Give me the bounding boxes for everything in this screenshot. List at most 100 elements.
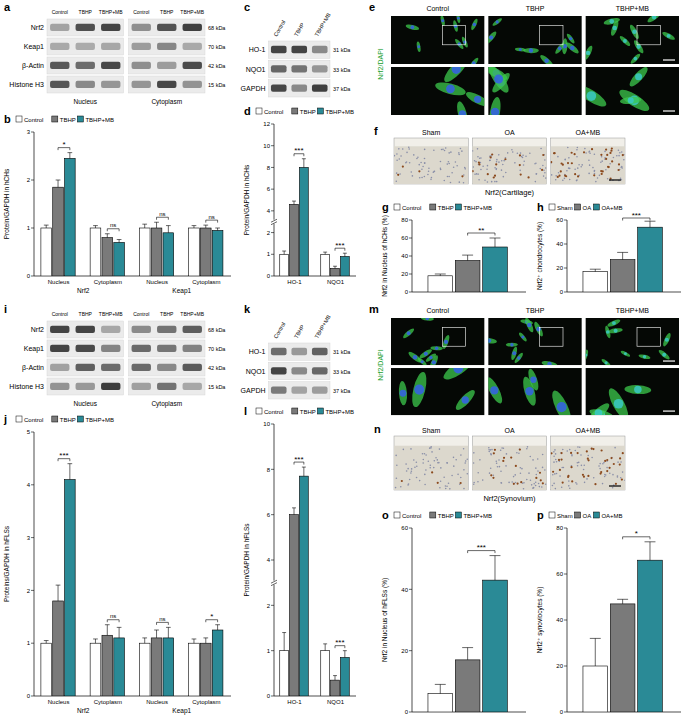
cell-dot xyxy=(451,172,453,174)
error-bar xyxy=(215,228,220,230)
nucleus xyxy=(586,51,590,55)
legend-swatch xyxy=(292,408,298,414)
error-cap xyxy=(323,643,327,644)
significance-label: *** xyxy=(632,211,641,220)
tissue xyxy=(472,446,546,490)
cell-dot xyxy=(424,149,426,151)
cell-dot xyxy=(584,148,586,150)
cell-dot xyxy=(422,166,424,168)
positive-cell xyxy=(418,170,420,172)
error-bar xyxy=(333,676,337,681)
nucleus xyxy=(635,73,642,80)
legend-swatch xyxy=(430,204,436,210)
x-tick-label: NQO1 xyxy=(327,699,345,705)
blot-band xyxy=(101,24,120,31)
error-cap xyxy=(117,239,122,240)
error-bar xyxy=(192,226,197,228)
cell-dot xyxy=(552,485,554,487)
error-bar xyxy=(217,625,218,630)
cell-dot xyxy=(607,178,609,180)
nucleus xyxy=(595,409,603,415)
error-cap xyxy=(166,627,171,628)
error-cap xyxy=(67,463,72,464)
blot-band xyxy=(101,345,120,352)
y-tick xyxy=(31,643,34,644)
positive-cell xyxy=(431,471,433,473)
error-cap xyxy=(435,684,446,685)
cell-dot xyxy=(580,166,582,168)
positive-cell xyxy=(553,152,555,154)
cell-dot xyxy=(473,166,475,168)
bar xyxy=(200,643,211,696)
y-tick-label: 2 xyxy=(27,588,31,594)
cell-dot xyxy=(486,169,488,171)
error-cap xyxy=(67,152,72,153)
cell-dot xyxy=(420,162,422,164)
positive-cell xyxy=(515,465,517,467)
blot-band xyxy=(271,367,287,374)
bar xyxy=(290,204,299,276)
bar-chart: ControlTBHPTBHP+MB0204060Nrf2 in Nucleus… xyxy=(381,512,526,715)
error-bar xyxy=(58,585,59,601)
cell-dot xyxy=(424,474,426,476)
blot-strip xyxy=(47,57,124,74)
nucleus xyxy=(623,39,627,43)
error-bar xyxy=(119,240,120,243)
cell-dot xyxy=(514,162,516,164)
positive-cell xyxy=(535,477,537,479)
cell-dot xyxy=(622,471,624,473)
cell-dot xyxy=(428,170,430,172)
positive-cell xyxy=(495,163,497,165)
row-label: β-Actin xyxy=(22,364,44,372)
cell-dot xyxy=(577,167,579,169)
cell-dot xyxy=(396,153,398,155)
error-bar xyxy=(344,651,345,658)
bar xyxy=(428,276,453,292)
column-header: TBHP+MB xyxy=(99,9,123,15)
error-bar xyxy=(203,638,208,643)
column-header: Control xyxy=(52,311,68,317)
legend-label: TBHP+MB xyxy=(463,205,492,211)
positive-cell xyxy=(605,158,607,160)
positive-cell xyxy=(574,153,576,155)
cell-dot xyxy=(561,486,563,488)
cell-dot xyxy=(523,161,525,163)
background xyxy=(0,0,685,721)
cell-dot xyxy=(535,162,537,164)
error-cap xyxy=(590,638,601,639)
cell-dot xyxy=(553,455,555,457)
bar xyxy=(53,187,64,276)
cell-dot xyxy=(532,459,534,461)
blot-band xyxy=(132,43,151,50)
positive-cell xyxy=(520,174,522,176)
cell-dot xyxy=(609,472,611,474)
row-label: Keap1 xyxy=(24,43,44,51)
positive-cell xyxy=(571,162,573,164)
cell-dot xyxy=(505,172,507,174)
cell xyxy=(402,327,416,340)
positive-cell xyxy=(615,483,617,485)
error-bar xyxy=(105,625,110,636)
legend-swatch xyxy=(455,204,461,210)
cell-dot xyxy=(599,175,601,177)
cell-dot xyxy=(602,483,604,485)
cell xyxy=(620,96,642,105)
cell xyxy=(638,354,651,360)
cell xyxy=(440,16,446,26)
nucleus xyxy=(529,48,533,52)
cell-dot xyxy=(585,152,587,154)
column-header: Control xyxy=(426,5,449,12)
blot-band xyxy=(312,386,328,393)
cell-dot xyxy=(440,169,442,171)
blot-band xyxy=(183,24,202,31)
error-bar xyxy=(156,222,157,228)
cell-dot xyxy=(580,454,582,456)
significance-bracket xyxy=(157,217,169,220)
nucleus xyxy=(472,61,476,64)
y-tick xyxy=(564,268,567,269)
micrograph xyxy=(586,318,679,365)
y-tick xyxy=(564,666,567,667)
section-label: Cytoplasm xyxy=(151,98,182,106)
cell xyxy=(646,16,662,24)
cell-dot xyxy=(406,161,408,163)
